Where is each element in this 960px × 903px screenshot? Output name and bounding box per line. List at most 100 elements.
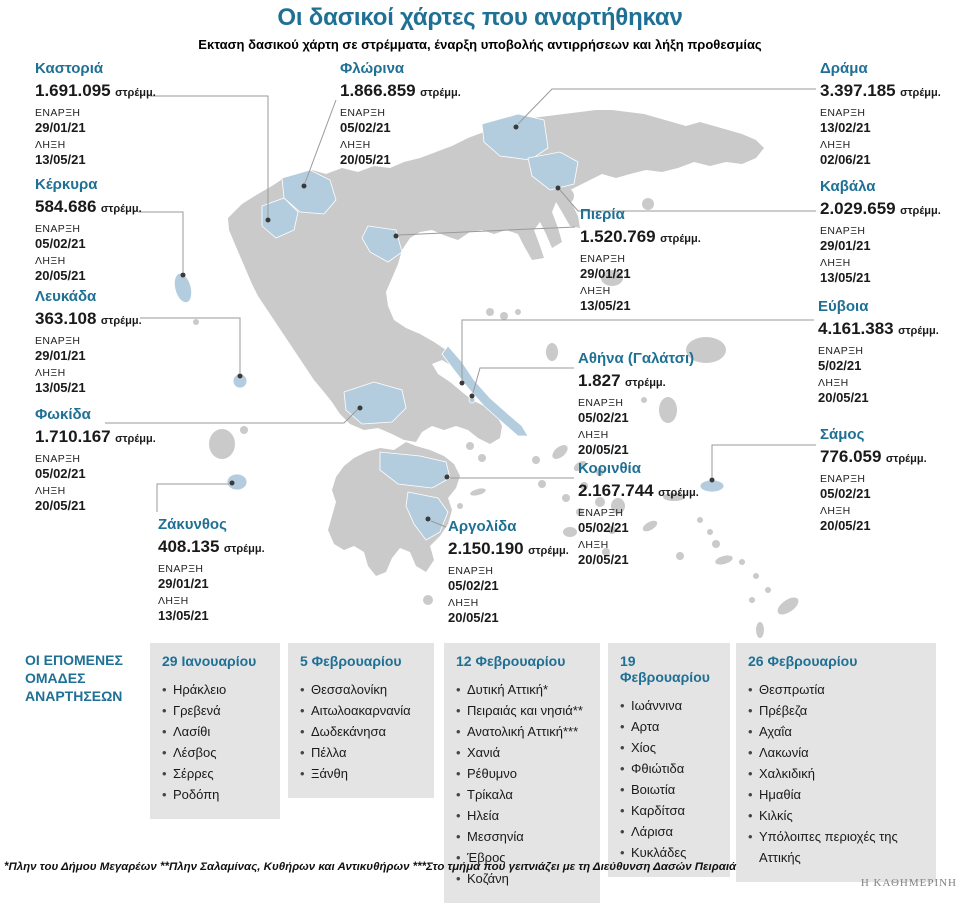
list-item: Υπόλοιπες περιοχές της Αττικής: [748, 826, 926, 868]
end-date: 13/05/21: [820, 270, 871, 285]
upcoming-group-feb5: 5 Φεβρουαρίου Θεσσαλονίκη Αιτωλοακαρνανί…: [288, 643, 434, 798]
list-item: Κιλκίς: [748, 805, 926, 826]
start-label: ΕΝΑΡΞΗ: [35, 453, 81, 465]
list-item: Ανατολική Αττική***: [456, 721, 590, 742]
region-area: 3.397.185 στρέμμ.: [820, 81, 941, 100]
group-list: Ιωάννινα Αρτα Χίος Φθιώτιδα Βοιωτία Καρδ…: [620, 695, 720, 863]
list-item: Τρίκαλα: [456, 784, 590, 805]
start-label: ΕΝΑΡΞΗ: [818, 345, 864, 357]
region-callout-zakynthos: Ζάκυνθος 408.135 στρέμμ. ΕΝΑΡΞΗ 29/01/21…: [158, 516, 303, 627]
end-label: ΛΗΞΗ: [35, 367, 66, 379]
map-region-evia: [441, 345, 529, 437]
list-item: Ξάνθη: [300, 763, 424, 784]
start-date: 05/02/21: [820, 486, 871, 501]
upcoming-group-feb19: 19 Φεβρουαρίου Ιωάννινα Αρτα Χίος Φθιώτι…: [608, 643, 730, 877]
region-area: 776.059 στρέμμ.: [820, 447, 927, 466]
list-item: Χίος: [620, 737, 720, 758]
start-label: ΕΝΑΡΞΗ: [578, 507, 624, 519]
list-item: Δυτική Αττική*: [456, 679, 590, 700]
end-date: 20/05/21: [35, 268, 86, 283]
region-area: 4.161.383 στρέμμ.: [818, 319, 939, 338]
map-region-zakynthos: [226, 473, 248, 491]
region-name: Πιερία: [580, 206, 625, 223]
list-item: Αιτωλοακαρνανία: [300, 700, 424, 721]
list-item: Έβρος: [456, 847, 590, 868]
map-region-kastoria: [261, 197, 299, 239]
end-date: 20/05/21: [448, 610, 499, 625]
list-item: Λασίθι: [162, 721, 270, 742]
map-region-fokida: [343, 381, 407, 425]
region-area: 2.150.190 στρέμμ.: [448, 539, 569, 558]
start-date: 29/01/21: [820, 238, 871, 253]
list-item: Ιωάννινα: [620, 695, 720, 716]
region-area: 2.167.744 στρέμμ.: [578, 481, 699, 500]
region-area: 584.686 στρέμμ.: [35, 197, 142, 216]
region-callout-evia: Εύβοια 4.161.383 στρέμμ. ΕΝΑΡΞΗ 5/02/21 …: [818, 298, 960, 409]
map-region-pieria: [361, 225, 403, 263]
region-name: Σάμος: [820, 426, 865, 443]
region-name: Εύβοια: [818, 298, 869, 315]
start-label: ΕΝΑΡΞΗ: [158, 563, 204, 575]
start-date: 29/01/21: [35, 120, 86, 135]
list-item: Πειραιάς και νησιά**: [456, 700, 590, 721]
start-date: 05/02/21: [340, 120, 391, 135]
region-name: Δράμα: [820, 60, 868, 77]
group-list: Ηράκλειο Γρεβενά Λασίθι Λέσβος Σέρρες Ρο…: [162, 679, 270, 805]
start-label: ΕΝΑΡΞΗ: [35, 223, 81, 235]
list-item: Θεσσαλονίκη: [300, 679, 424, 700]
group-list: Θεσσαλονίκη Αιτωλοακαρνανία Δωδεκάνησα Π…: [300, 679, 424, 784]
end-label: ΛΗΞΗ: [35, 139, 66, 151]
connector-lines-group: [105, 88, 816, 528]
list-item: Καρδίτσα: [620, 800, 720, 821]
region-area: 1.827 στρέμμ.: [578, 371, 666, 390]
footnote: *Πλην του Δήμου Μεγαρέων **Πλην Σαλαμίνα…: [4, 861, 737, 873]
group-list: Δυτική Αττική* Πειραιάς και νησιά** Ανατ…: [456, 679, 590, 889]
list-item: Χανιά: [456, 742, 590, 763]
end-label: ΛΗΞΗ: [820, 505, 851, 517]
start-date: 05/02/21: [35, 466, 86, 481]
region-callout-korinthia: Κορινθία 2.167.744 στρέμμ. ΕΝΑΡΞΗ 05/02/…: [578, 460, 723, 571]
end-date: 02/06/21: [820, 152, 871, 167]
region-callout-florina: Φλώρινα 1.866.859 στρέμμ. ΕΝΑΡΞΗ 05/02/2…: [340, 60, 485, 171]
publisher-logo: Η ΚΑΘΗΜΕΡΙΝΗ: [860, 877, 957, 889]
region-callout-kerkyra: Κέρκυρα 584.686 στρέμμ. ΕΝΑΡΞΗ 05/02/21 …: [35, 176, 180, 287]
end-date: 13/05/21: [35, 152, 86, 167]
start-label: ΕΝΑΡΞΗ: [820, 107, 866, 119]
list-item: Αρτα: [620, 716, 720, 737]
end-label: ΛΗΞΗ: [448, 597, 479, 609]
region-area: 1.520.769 στρέμμ.: [580, 227, 701, 246]
region-name: Καστοριά: [35, 60, 104, 77]
start-date: 13/02/21: [820, 120, 871, 135]
islands-group: [193, 188, 799, 638]
page-subtitle: Εκταση δασικού χάρτη σε στρέμματα, έναρξ…: [198, 37, 762, 52]
start-date: 5/02/21: [818, 358, 862, 373]
end-date: 20/05/21: [578, 442, 629, 457]
start-date: 29/01/21: [158, 576, 209, 591]
region-area: 363.108 στρέμμ.: [35, 309, 142, 328]
group-date: 29 Ιανουαρίου: [162, 653, 257, 669]
list-item: Γρεβενά: [162, 700, 270, 721]
end-date: 20/05/21: [578, 552, 629, 567]
list-item: Λακωνία: [748, 742, 926, 763]
list-item: Κοζάνη: [456, 868, 590, 889]
map-region-korinthia: [379, 451, 451, 489]
list-item: Ρέθυμνο: [456, 763, 590, 784]
region-callout-samos: Σάμος 776.059 στρέμμ. ΕΝΑΡΞΗ 05/02/21 ΛΗ…: [820, 426, 960, 537]
region-callout-athina-galatsi: Αθήνα (Γαλάτσι) 1.827 στρέμμ. ΕΝΑΡΞΗ 05/…: [578, 350, 723, 461]
list-item: Χαλκιδική: [748, 763, 926, 784]
region-callout-lefkada: Λευκάδα 363.108 στρέμμ. ΕΝΑΡΞΗ 29/01/21 …: [35, 288, 180, 399]
start-date: 05/02/21: [448, 578, 499, 593]
end-label: ΛΗΞΗ: [578, 429, 609, 441]
end-label: ΛΗΞΗ: [820, 257, 851, 269]
region-name: Καβάλα: [820, 178, 876, 195]
region-callout-argolida: Αργολίδα 2.150.190 στρέμμ. ΕΝΑΡΞΗ 05/02/…: [448, 518, 593, 629]
region-name: Αργολίδα: [448, 518, 517, 535]
list-item: Μεσσηνία: [456, 826, 590, 847]
end-date: 20/05/21: [340, 152, 391, 167]
end-label: ΛΗΞΗ: [820, 139, 851, 151]
list-item: Ηράκλειο: [162, 679, 270, 700]
list-item: Σέρρες: [162, 763, 270, 784]
region-name: Φωκίδα: [35, 406, 91, 423]
list-item: Θεσπρωτία: [748, 679, 926, 700]
